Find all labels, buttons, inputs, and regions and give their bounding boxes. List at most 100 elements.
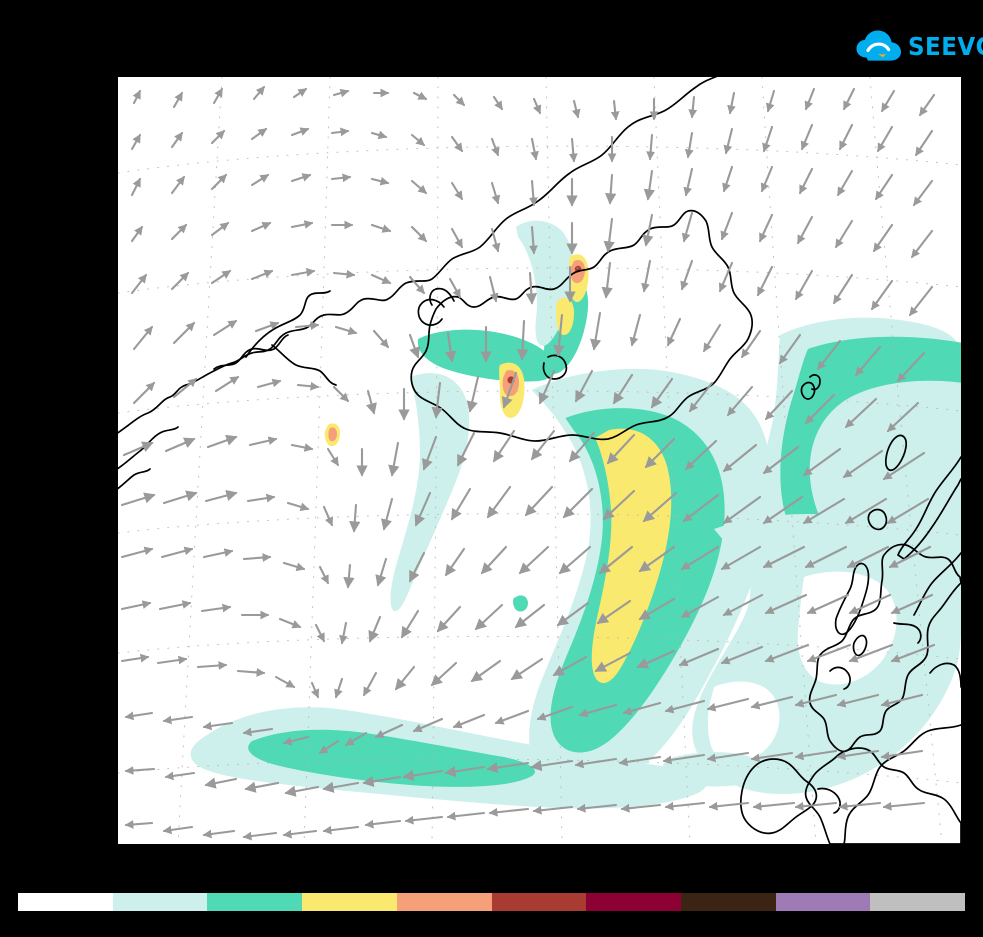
wind-arrow [292, 87, 308, 99]
graticule-layer [118, 77, 961, 844]
wind-arrow [284, 785, 320, 797]
wind-arrow [601, 261, 613, 299]
wind-arrow [643, 169, 655, 201]
wind-arrow [568, 431, 596, 463]
contour-band-level2-east [780, 336, 961, 570]
wind-arrow [682, 493, 720, 523]
wind-arrow [516, 319, 529, 361]
contour-patch-isolated-a [513, 595, 528, 612]
wind-arrow [456, 431, 476, 467]
weather-map-panel[interactable] [118, 77, 961, 844]
wind-arrow [388, 441, 400, 477]
wind-arrow [242, 727, 274, 737]
colorbar-segment [775, 893, 871, 911]
wind-arrow [844, 397, 878, 429]
wind-arrow [804, 87, 816, 111]
wind-arrow [332, 269, 356, 279]
colorbar-segment [870, 893, 966, 911]
wind-arrow [848, 593, 892, 615]
wind-arrow [510, 657, 544, 681]
wind-arrow [375, 557, 388, 587]
wind-arrow [486, 761, 530, 774]
wind-arrow [343, 563, 355, 589]
wind-arrow [720, 645, 764, 665]
wind-arrow [536, 705, 574, 721]
wind-arrow [452, 713, 486, 729]
wind-arrow [490, 181, 501, 205]
wind-arrow [490, 137, 500, 157]
wind-arrow [528, 179, 538, 207]
wind-arrow [836, 169, 854, 197]
coastline-greenland [118, 77, 718, 434]
wind-arrow [832, 273, 854, 305]
wind-arrow [412, 717, 444, 733]
wind-arrow [210, 221, 230, 237]
wind-arrow [486, 485, 512, 519]
wind-arrow [844, 497, 888, 525]
colorbar[interactable] [18, 893, 966, 911]
coastline-layer [118, 77, 961, 844]
gridline-parallel [118, 267, 961, 294]
wind-arrow [794, 693, 838, 708]
wind-arrow [740, 329, 762, 359]
wind-arrow [202, 829, 236, 839]
wind-arrow [322, 781, 360, 793]
wind-arrow [722, 593, 764, 617]
wind-arrow [794, 269, 814, 301]
wind-arrow [164, 771, 196, 781]
wind-arrow [568, 137, 578, 163]
wind-arrow [681, 211, 694, 243]
wind-arrow [642, 491, 678, 523]
wind-arrow [765, 89, 776, 113]
wind-arrow [250, 269, 274, 281]
wind-arrow [646, 133, 656, 161]
wind-arrow [532, 805, 574, 815]
wind-arrow [314, 623, 326, 643]
wind-arrow [678, 647, 720, 667]
wind-arrow [374, 723, 404, 739]
wind-arrow [848, 643, 894, 663]
wind-arrow [124, 711, 154, 721]
wind-arrow [806, 643, 852, 663]
wind-arrow [576, 803, 618, 813]
wind-arrow [680, 595, 720, 619]
wind-arrow [330, 127, 350, 137]
wind-arrow [214, 375, 240, 393]
wind-arrow [556, 601, 590, 627]
wind-arrow [778, 333, 802, 365]
wind-arrow [162, 825, 194, 835]
wind-arrow [290, 173, 312, 183]
weather-map-canvas[interactable] [118, 77, 961, 844]
wind-arrow [612, 373, 634, 405]
coastline-norway [897, 456, 961, 560]
wind-arrow [120, 492, 156, 507]
wind-arrow [760, 165, 774, 193]
wind-arrow [842, 87, 856, 111]
wind-arrow [256, 378, 282, 389]
wind-arrow [722, 443, 758, 473]
gridline-parallel [118, 513, 961, 536]
wind-arrow [282, 829, 318, 839]
wind-arrow [294, 321, 320, 331]
wind-arrow [524, 485, 554, 517]
coastline-norway-south [913, 552, 961, 616]
wind-arrow [212, 319, 238, 337]
wind-arrow [762, 445, 800, 475]
wind-arrow [618, 755, 662, 767]
wind-arrow [408, 551, 426, 583]
wind-arrow [750, 695, 794, 710]
wind-arrow [530, 759, 574, 772]
wind-arrow [394, 665, 416, 691]
wind-arrow [408, 333, 421, 359]
wind-arrow [344, 731, 368, 747]
wind-arrow [310, 681, 320, 699]
coastline-shetland [884, 434, 908, 472]
wind-arrow [334, 325, 358, 336]
wind-arrow [798, 167, 814, 195]
wind-arrow [680, 259, 694, 291]
wind-arrow [450, 181, 464, 201]
wind-arrow [431, 381, 443, 419]
wind-arrow [160, 546, 194, 559]
wind-arrow [706, 751, 750, 763]
wind-arrow [318, 565, 330, 585]
